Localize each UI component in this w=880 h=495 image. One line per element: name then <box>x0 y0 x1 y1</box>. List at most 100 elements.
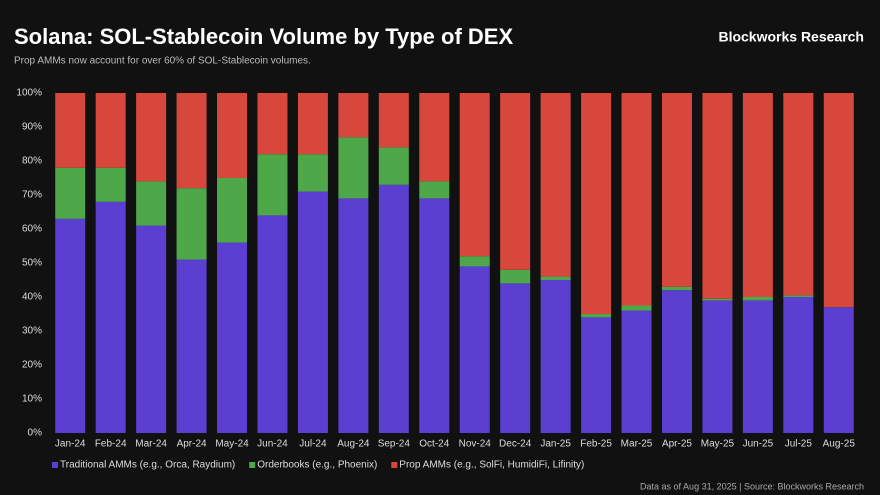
y-tick-label: 90% <box>22 122 42 133</box>
bar-segment <box>742 297 773 301</box>
bar-segment <box>823 93 854 308</box>
bar-segment <box>176 259 207 433</box>
y-tick-label: 30% <box>22 326 42 337</box>
x-tick-label: Apr-25 <box>662 439 692 450</box>
bar-segment <box>459 93 490 257</box>
bar-segment <box>459 256 490 267</box>
chart-title: Solana: SOL-Stablecoin Volume by Type of… <box>14 24 513 49</box>
bar-segment <box>378 184 409 433</box>
bar-segment <box>581 314 612 318</box>
legend-swatch <box>249 462 256 468</box>
x-tick-label: Jul-24 <box>299 439 327 450</box>
bar-segment <box>297 93 328 155</box>
bar-segment <box>257 93 288 155</box>
bar-segment <box>621 93 652 306</box>
chart-subtitle: Prop AMMs now account for over 60% of SO… <box>14 56 311 67</box>
x-tick-label: Jun-24 <box>257 439 288 450</box>
y-tick-label: 20% <box>22 360 42 371</box>
bar-segment <box>419 198 450 433</box>
bar-segment <box>702 298 733 301</box>
bar-segment <box>136 93 167 182</box>
bar-segment <box>459 266 490 433</box>
x-tick-label: Mar-25 <box>621 439 653 450</box>
bar-segment <box>217 242 248 433</box>
bar-segment <box>500 269 531 284</box>
y-tick-label: 40% <box>22 292 42 303</box>
bar-segment <box>136 225 167 433</box>
bar-segment <box>581 93 612 314</box>
bar-segment <box>500 283 531 433</box>
y-tick-label: 80% <box>22 156 42 167</box>
bar-segment <box>217 178 248 243</box>
legend-swatch <box>391 462 398 468</box>
x-tick-label: Mar-24 <box>135 439 167 450</box>
bar-segment <box>297 154 328 192</box>
bar-segment <box>55 218 86 433</box>
x-tick-label: Oct-24 <box>419 439 449 450</box>
x-tick-label: Apr-24 <box>177 439 207 450</box>
x-tick-label: Jan-24 <box>55 439 86 450</box>
bar-segment <box>783 93 814 296</box>
bar-segment <box>338 137 369 199</box>
bar-segment <box>136 181 167 226</box>
legend-label: Prop AMMs (e.g., SolFi, HumidiFi, Lifini… <box>399 460 584 471</box>
bar-segment <box>661 290 692 433</box>
bar-segment <box>338 198 369 433</box>
bar-segment <box>540 280 571 433</box>
x-tick-label: May-24 <box>215 439 249 450</box>
x-tick-label: Jan-25 <box>540 439 571 450</box>
y-tick-label: 50% <box>22 258 42 269</box>
bar-segment <box>176 93 207 189</box>
bar-segment <box>661 93 692 287</box>
x-tick-label: Feb-24 <box>95 439 127 450</box>
x-tick-label: Nov-24 <box>459 439 492 450</box>
bar-segment <box>419 181 450 199</box>
bar-segment <box>257 154 288 216</box>
bar-segment <box>621 310 652 433</box>
bar-segment <box>742 93 773 297</box>
legend-label: Traditional AMMs (e.g., Orca, Raydium) <box>60 460 235 471</box>
y-tick-label: 70% <box>22 190 42 201</box>
x-tick-label: Aug-24 <box>337 439 370 450</box>
bar-segment <box>95 93 126 168</box>
brand: Blockworks Research <box>718 29 864 45</box>
bar-segment <box>581 317 612 433</box>
y-tick-label: 60% <box>22 224 42 235</box>
bar-segment <box>378 93 409 148</box>
y-tick-label: 10% <box>22 394 42 405</box>
legend-label: Orderbooks (e.g., Phoenix) <box>257 460 377 471</box>
bar-segment <box>621 305 652 311</box>
x-tick-label: Jul-25 <box>785 439 813 450</box>
bar-segment <box>783 295 814 297</box>
x-tick-label: Sep-24 <box>378 439 411 450</box>
bar-segment <box>378 147 409 185</box>
bar-segment <box>176 188 207 260</box>
bar-segment <box>55 167 86 219</box>
bar-segment <box>95 201 126 433</box>
y-tick-label: 100% <box>16 88 42 99</box>
x-tick-label: May-25 <box>701 439 735 450</box>
bar-segment <box>823 307 854 433</box>
bar-segment <box>540 276 571 280</box>
bar-segment <box>661 286 692 291</box>
bar-segment <box>419 93 450 182</box>
x-tick-label: Dec-24 <box>499 439 532 450</box>
x-tick-label: Jun-25 <box>743 439 774 450</box>
bar-segment <box>257 215 288 433</box>
bar-segment <box>783 297 814 433</box>
bar-segment <box>742 300 773 433</box>
bar-segment <box>702 93 733 299</box>
bar-segment <box>95 167 126 202</box>
legend-swatch <box>52 462 58 468</box>
footnote: Data as of Aug 31, 2025 | Source: Blockw… <box>640 481 864 491</box>
bar-segment <box>540 93 571 277</box>
bar-segment <box>500 93 531 270</box>
bar-segment <box>55 93 86 168</box>
bar-segment <box>702 300 733 433</box>
y-tick-label: 0% <box>28 428 43 439</box>
bar-segment <box>338 93 369 138</box>
bar-segment <box>297 191 328 433</box>
x-tick-label: Aug-25 <box>823 439 856 450</box>
